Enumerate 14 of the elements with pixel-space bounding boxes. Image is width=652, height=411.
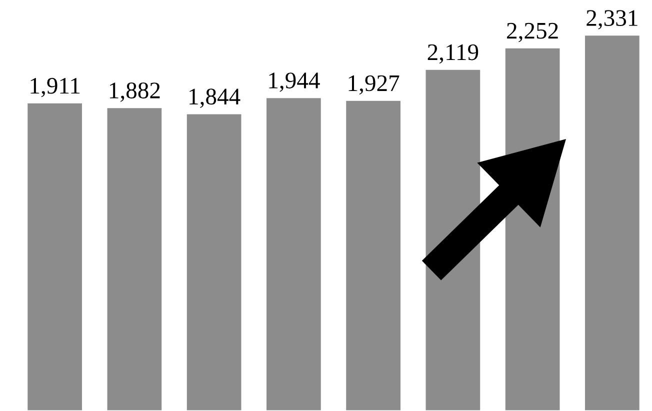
bar — [106, 106, 163, 411]
data-label: 2,119 — [428, 44, 478, 64]
bar — [265, 96, 322, 411]
data-label: 1,911 — [30, 78, 80, 98]
data-label: 1,882 — [110, 82, 160, 102]
data-label: 1,844 — [190, 88, 240, 108]
bar — [584, 34, 641, 411]
bar — [344, 99, 402, 411]
bar — [186, 112, 243, 411]
data-label: 1,927 — [348, 75, 400, 95]
data-label: 2,331 — [586, 10, 638, 30]
bar — [26, 102, 84, 411]
data-label: 2,252 — [507, 22, 558, 42]
data-label: 1,944 — [269, 72, 320, 92]
